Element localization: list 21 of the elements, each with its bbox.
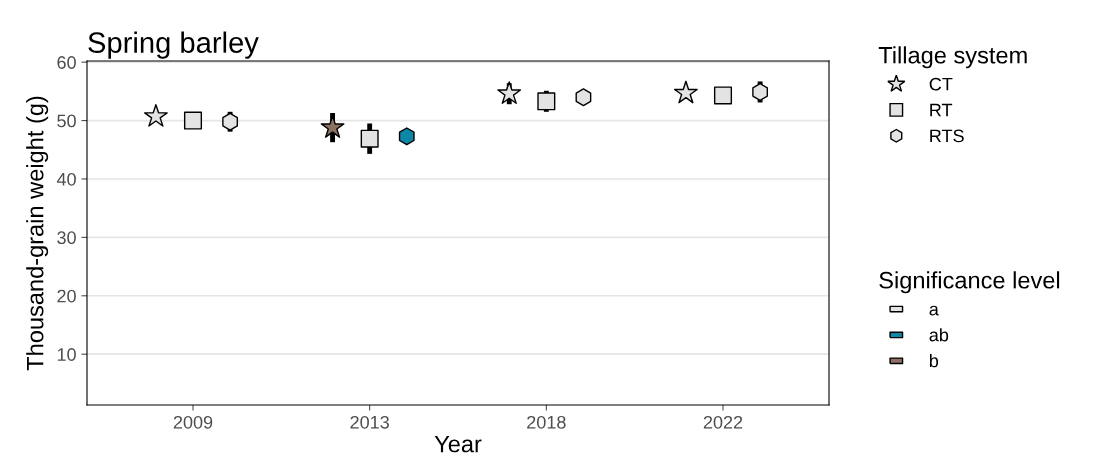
legend-label: RT: [930, 103, 953, 117]
legend-label: CT: [929, 77, 953, 91]
legend-label: b: [929, 354, 939, 368]
y-tick-label: 50: [57, 114, 76, 128]
chart-title: Spring barley: [88, 31, 259, 59]
legend-label: a: [929, 305, 939, 316]
y-tick-label: 30: [57, 231, 76, 245]
legend-title: Tillage system: [878, 46, 1027, 69]
text: Significance level: [879, 271, 1060, 294]
x-tick-label: 2013: [350, 415, 389, 429]
y-axis-title: Thousand-grain weight (g): [26, 96, 49, 371]
y-tick-label: 60: [57, 56, 76, 69]
x-axis-title: Year: [434, 435, 482, 453]
x-tick-label: 2009: [173, 415, 213, 429]
y-tick-label: 10: [57, 348, 76, 361]
legend-label: RTS: [930, 129, 964, 143]
y-tick-label: 20: [57, 289, 76, 303]
legend-label: ab: [929, 328, 949, 342]
x-tick-label: 2018: [527, 415, 566, 429]
y-tick-label: 40: [56, 172, 76, 186]
x-tick-label: 2022: [703, 415, 743, 429]
